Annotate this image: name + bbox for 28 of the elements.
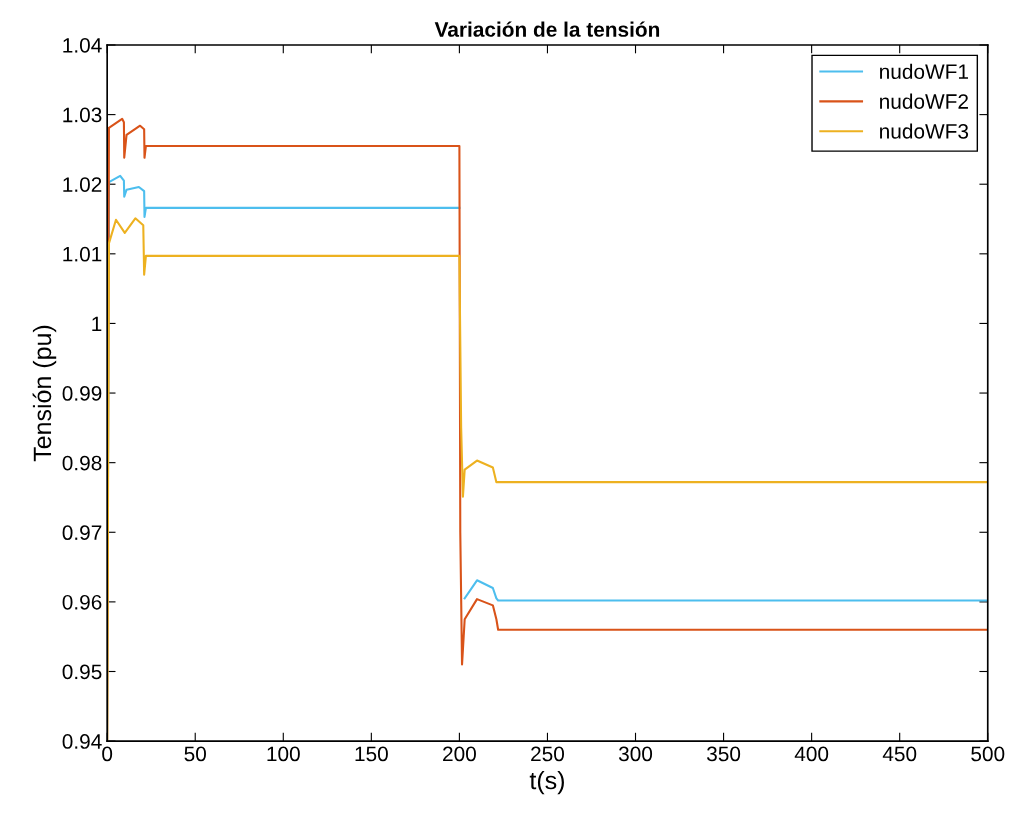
x-tick-label: 150 (355, 746, 388, 762)
x-tick-label: 200 (443, 746, 476, 762)
x-tick-label: 350 (706, 746, 741, 762)
y-axis-title: Tensión (pu) (32, 325, 57, 462)
legend-label: nudoWF2 (880, 93, 968, 109)
y-tick-label: 0.98 (62, 455, 102, 471)
y-tick-label: 1.03 (63, 107, 102, 123)
y-tick-label: 1 (92, 316, 102, 331)
y-tick-label: 0.94 (62, 734, 102, 749)
legend-label: nudoWF3 (880, 123, 969, 139)
y-tick-label: 0.96 (62, 594, 102, 610)
x-tick-label: 0 (102, 746, 113, 762)
x-tick-label: 500 (971, 746, 1005, 762)
x-axis-title: t(s) (529, 770, 564, 795)
x-tick-label: 100 (267, 746, 300, 762)
x-tick-label: 250 (531, 746, 565, 762)
y-tick-label: 1.04 (63, 37, 102, 53)
chart-title: Variación de la tensión (434, 21, 660, 37)
x-tick-label: 450 (882, 746, 917, 762)
x-tick-label: 50 (184, 746, 206, 762)
y-tick-label: 0.97 (62, 525, 102, 541)
y-tick-label: 1.01 (63, 246, 102, 262)
y-tick-label: 0.99 (62, 386, 102, 401)
x-tick-label: 400 (794, 746, 829, 762)
y-tick-label: 0.95 (62, 664, 102, 680)
y-tick-label: 1.02 (63, 177, 102, 192)
x-tick-label: 300 (618, 746, 653, 762)
legend-label: nudoWF1 (880, 63, 968, 80)
